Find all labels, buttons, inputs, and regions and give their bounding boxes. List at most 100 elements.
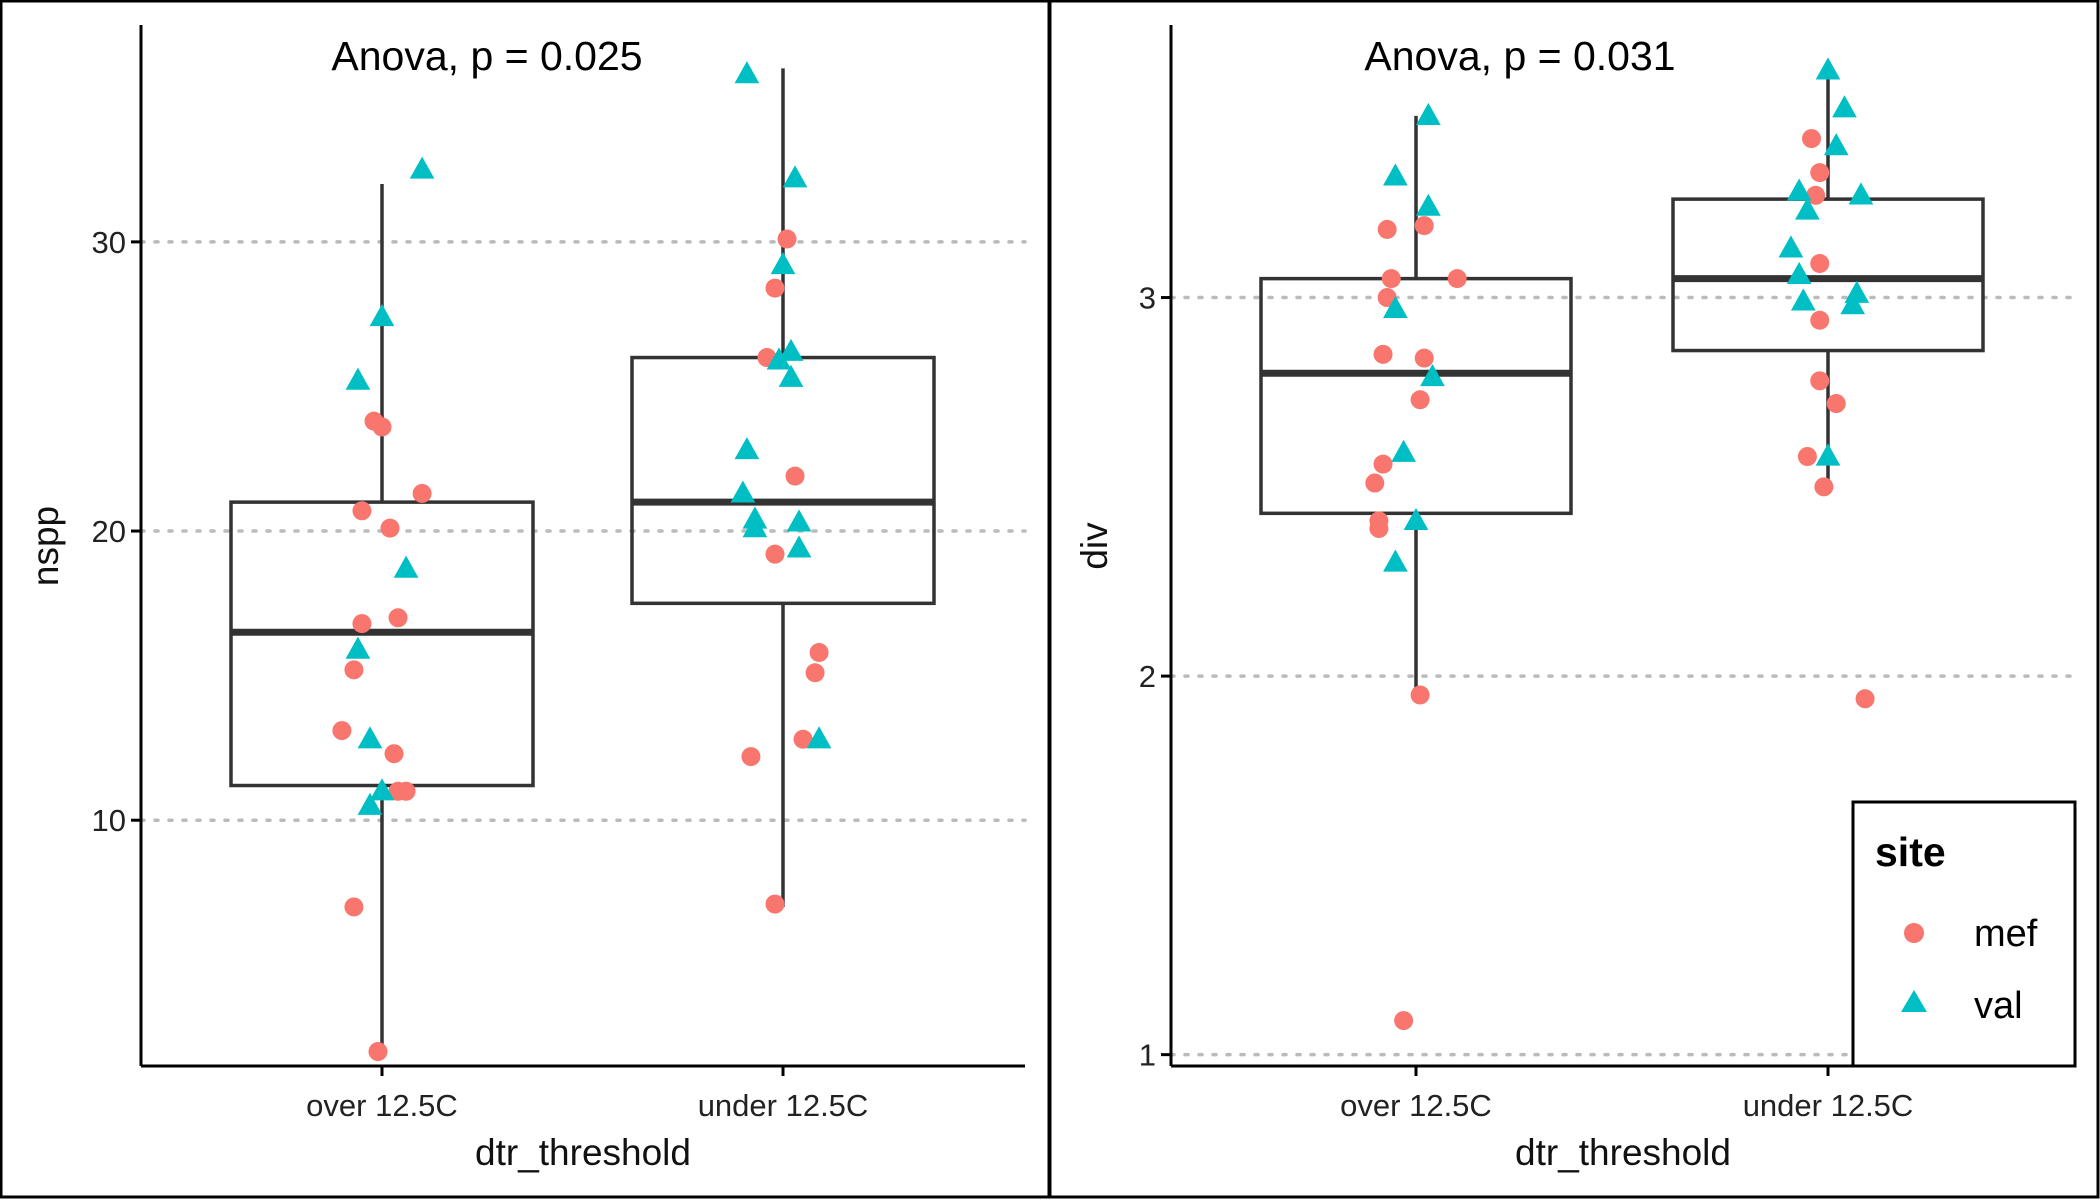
point-val (742, 515, 768, 538)
x-axis-title: dtr_threshold (1515, 1132, 1731, 1173)
point-val (730, 480, 756, 503)
y-tick-label-2: 2 (1139, 659, 1156, 694)
y-axis-title: nspp (25, 506, 66, 586)
point-mef (765, 278, 785, 298)
point-val (778, 338, 804, 361)
point-val (357, 726, 383, 749)
point-mef (1373, 344, 1393, 364)
box-layer (1259, 70, 1985, 696)
point-val (1403, 507, 1429, 530)
box-iqr (630, 355, 936, 606)
point-mef (1365, 473, 1385, 493)
point-mef (1810, 163, 1830, 183)
point-mef (1377, 219, 1397, 239)
anova-annotation: Anova, p = 0.025 (331, 33, 642, 79)
point-mef (332, 721, 352, 741)
point-val (1848, 182, 1874, 205)
panel-border (0, 0, 1051, 1199)
point-val (734, 61, 760, 84)
point-val (369, 304, 395, 327)
point-val (1786, 261, 1812, 284)
point-val (1383, 163, 1408, 186)
point-mef (1855, 689, 1875, 709)
grid-lines (139, 240, 1027, 822)
box-layer (229, 68, 936, 1052)
point-val (778, 364, 804, 387)
point-mef (384, 744, 404, 764)
point-val (345, 636, 371, 659)
y-tick-label-10: 10 (92, 803, 126, 838)
x-tick-label-1: under 12.5C (698, 1088, 869, 1123)
point-val (786, 509, 812, 532)
legend-box (1851, 800, 2077, 1068)
point-mef (741, 747, 761, 767)
grid-lines (1169, 295, 2077, 1057)
legend-mef-label: mef (1974, 913, 2038, 955)
point-mef (372, 417, 392, 437)
legend: site mef val (1851, 800, 2077, 1068)
panel-border (1048, 0, 2100, 1199)
point-val (393, 555, 419, 578)
tick-layer: 10 20 30 over 12.5C under 12.5C (92, 225, 869, 1123)
anova-annotation: Anova, p = 0.031 (1364, 33, 1675, 79)
legend-val-label: val (1974, 985, 2023, 1027)
point-mef (1826, 394, 1846, 414)
legend-val-marker (1901, 990, 1927, 1012)
point-val (1420, 364, 1445, 387)
point-mef (1814, 477, 1834, 497)
point-val (1778, 235, 1804, 258)
point-mef (765, 544, 785, 564)
point-val (782, 165, 808, 188)
point-mef (1447, 269, 1467, 289)
point-val (1790, 288, 1816, 311)
point-mef (352, 614, 372, 634)
panel-nspp: 10 20 30 over 12.5C under 12.5C Anova, p = 0… (0, 0, 1051, 1199)
point-mef (1373, 454, 1393, 474)
point-val (806, 726, 832, 749)
point-mef (1381, 269, 1401, 289)
point-val (766, 347, 792, 370)
point-val (1815, 57, 1841, 80)
point-mef (412, 483, 432, 503)
point-mef (380, 518, 400, 538)
point-val (1832, 95, 1857, 118)
legend-mef-marker (1904, 923, 1924, 943)
point-mef (765, 894, 785, 914)
legend-title: site (1875, 829, 1946, 875)
point-val (770, 252, 796, 275)
panel-div: 1 2 3 over 12.5C under 12.5C Anova, p = 0.03… (1048, 0, 2100, 1199)
y-tick-label-3: 3 (1139, 281, 1156, 316)
point-mef (1410, 685, 1430, 705)
point-mef (1802, 129, 1822, 149)
point-val (1383, 549, 1408, 572)
point-mef (368, 1042, 388, 1062)
point-val (1786, 178, 1812, 201)
y-tick-label-20: 20 (92, 514, 126, 549)
point-val (1416, 193, 1441, 216)
point-mef (344, 660, 364, 680)
point-val (1795, 197, 1820, 220)
point-val (1823, 133, 1849, 156)
box-iqr (1671, 197, 1985, 353)
y-axis-title: div (1074, 522, 1115, 570)
point-mef (809, 642, 829, 662)
point-val (1416, 102, 1441, 125)
point-val (734, 437, 760, 460)
point-layer (332, 61, 832, 1062)
box-iqr (229, 500, 535, 788)
point-val (1391, 439, 1416, 462)
point-val (1815, 443, 1841, 466)
point-mef (805, 663, 825, 683)
point-mef (1797, 447, 1817, 467)
point-val (1840, 292, 1866, 315)
point-mef (396, 781, 416, 801)
point-layer (1365, 57, 1875, 1031)
point-mef (1810, 310, 1830, 330)
y-tick-label-1: 1 (1139, 1038, 1156, 1073)
point-mef (1394, 1011, 1414, 1031)
point-mef (352, 501, 372, 521)
point-val (409, 156, 435, 179)
point-val (786, 535, 812, 558)
point-val (1383, 295, 1408, 319)
